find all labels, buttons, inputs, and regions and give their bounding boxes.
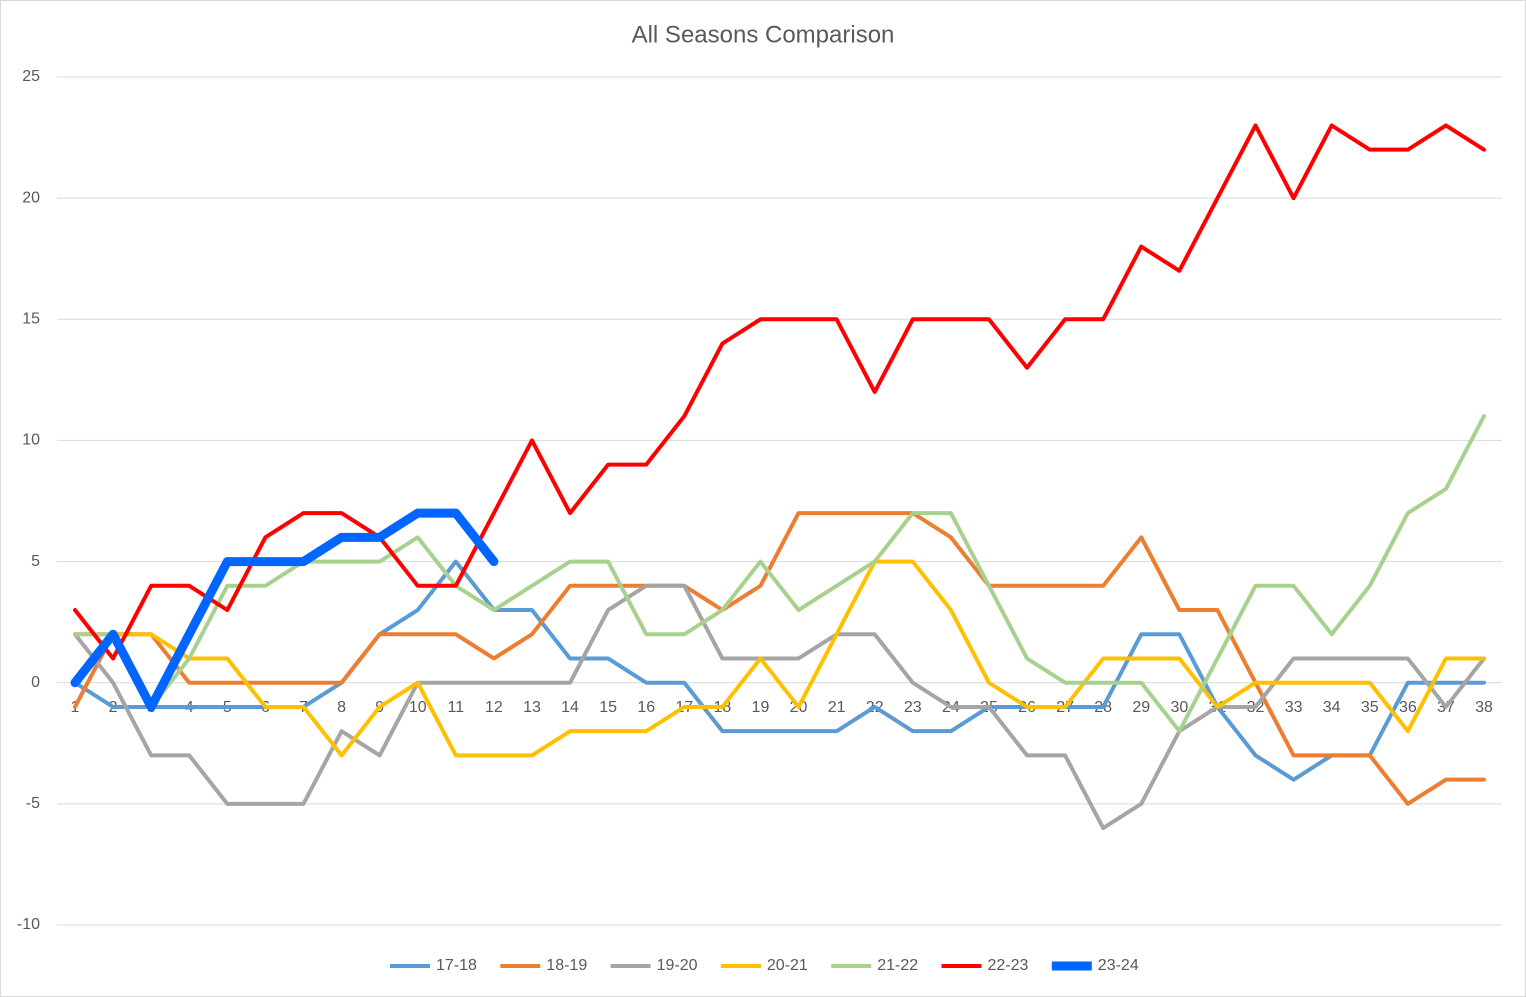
x-tick-label: 16: [637, 699, 655, 716]
legend-label: 20-21: [767, 957, 808, 974]
legend-label: 22-23: [988, 957, 1029, 974]
y-tick-label: 10: [22, 432, 40, 449]
series-line: [73, 511, 1486, 806]
x-tick-label: 8: [337, 699, 346, 716]
x-tick-label: 10: [409, 699, 427, 716]
series-line: [73, 123, 1486, 661]
x-tick-label: 15: [599, 699, 617, 716]
x-tick-label: 14: [561, 699, 579, 716]
y-tick-label: 20: [22, 189, 40, 206]
x-tick-label: 33: [1285, 699, 1303, 716]
series-line: [73, 559, 1486, 782]
legend-label: 21-22: [877, 957, 918, 974]
y-tick-label: 25: [22, 68, 40, 85]
x-tick-label: 11: [448, 699, 465, 716]
legend-label: 19-20: [657, 957, 698, 974]
legend-label: 17-18: [436, 957, 477, 974]
x-tick-label: 35: [1361, 699, 1379, 716]
legend-label: 23-24: [1098, 957, 1139, 974]
legend-label: 18-19: [546, 957, 587, 974]
x-tick-label: 23: [904, 699, 922, 716]
chart-title: All Seasons Comparison: [632, 21, 895, 48]
x-tick-label: 30: [1170, 699, 1188, 716]
x-tick-label: 12: [485, 699, 503, 716]
x-tick-label: 36: [1399, 699, 1417, 716]
y-tick-label: -10: [17, 916, 40, 933]
y-tick-label: 15: [22, 311, 40, 328]
y-tick-label: 5: [31, 553, 40, 570]
x-tick-label: 38: [1475, 699, 1493, 716]
x-tick-label: 34: [1323, 699, 1341, 716]
series-line: [73, 583, 1486, 831]
y-tick-label: 0: [31, 674, 40, 691]
x-tick-label: 19: [752, 699, 770, 716]
x-tick-label: 13: [523, 699, 541, 716]
x-tick-label: 29: [1132, 699, 1150, 716]
y-tick-label: -5: [26, 795, 40, 812]
x-tick-label: 21: [828, 699, 846, 716]
series-line: [73, 559, 1486, 758]
series-line: [70, 508, 499, 712]
